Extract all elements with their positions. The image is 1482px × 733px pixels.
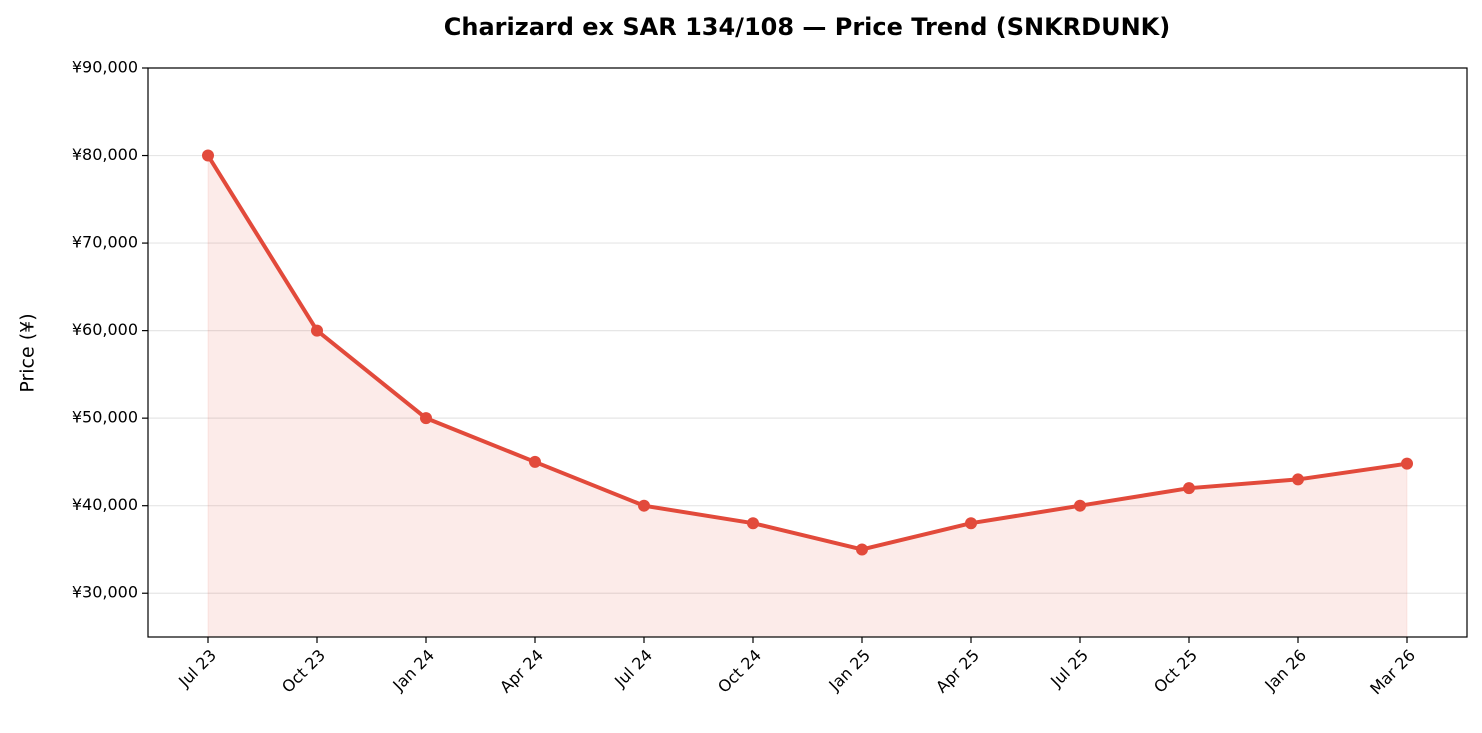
x-tick-label: Jul 23: [174, 646, 220, 692]
point: [747, 517, 759, 530]
point: [1074, 499, 1086, 512]
chart-title: Charizard ex SAR 134/108 — Price Trend (…: [444, 13, 1170, 41]
point: [420, 412, 432, 425]
x-tick-label: Oct 25: [1150, 646, 1201, 697]
line: [206, 154, 1408, 552]
y-tick-label: ¥80,000: [72, 145, 138, 164]
point: [529, 455, 541, 468]
x-tick-label: Jan 24: [388, 646, 438, 696]
x-tick-label: Jul 25: [1046, 646, 1092, 692]
y-tick-label: ¥50,000: [72, 408, 138, 427]
x-tick-label: Jul 24: [610, 646, 656, 692]
point: [1183, 482, 1195, 495]
plot: [202, 149, 1413, 638]
point: [202, 149, 214, 162]
y-tick-label: ¥70,000: [72, 233, 138, 252]
y-tick-label: ¥40,000: [72, 495, 138, 514]
point: [1401, 457, 1413, 470]
x-tick-label: Mar 26: [1366, 646, 1419, 699]
x-tick-label: Apr 25: [932, 646, 983, 697]
point: [1292, 473, 1304, 486]
y-axis-label: Price (¥): [17, 313, 39, 392]
y-tick-label: ¥30,000: [72, 583, 138, 602]
x-tick-label: Jan 25: [824, 646, 874, 696]
y-tick-label: ¥60,000: [72, 320, 138, 339]
x-tick-label: Oct 23: [278, 646, 329, 697]
x-tick-label: Jan 26: [1260, 646, 1310, 696]
point: [965, 517, 977, 530]
point: [638, 499, 650, 512]
point: [311, 324, 323, 337]
area: [207, 153, 1408, 638]
y-tick-label: ¥90,000: [72, 58, 138, 77]
plot-frame: [147, 67, 1468, 638]
x-tick-label: Apr 24: [496, 646, 547, 697]
x-tick-label: Oct 24: [714, 646, 765, 697]
point: [856, 543, 868, 556]
